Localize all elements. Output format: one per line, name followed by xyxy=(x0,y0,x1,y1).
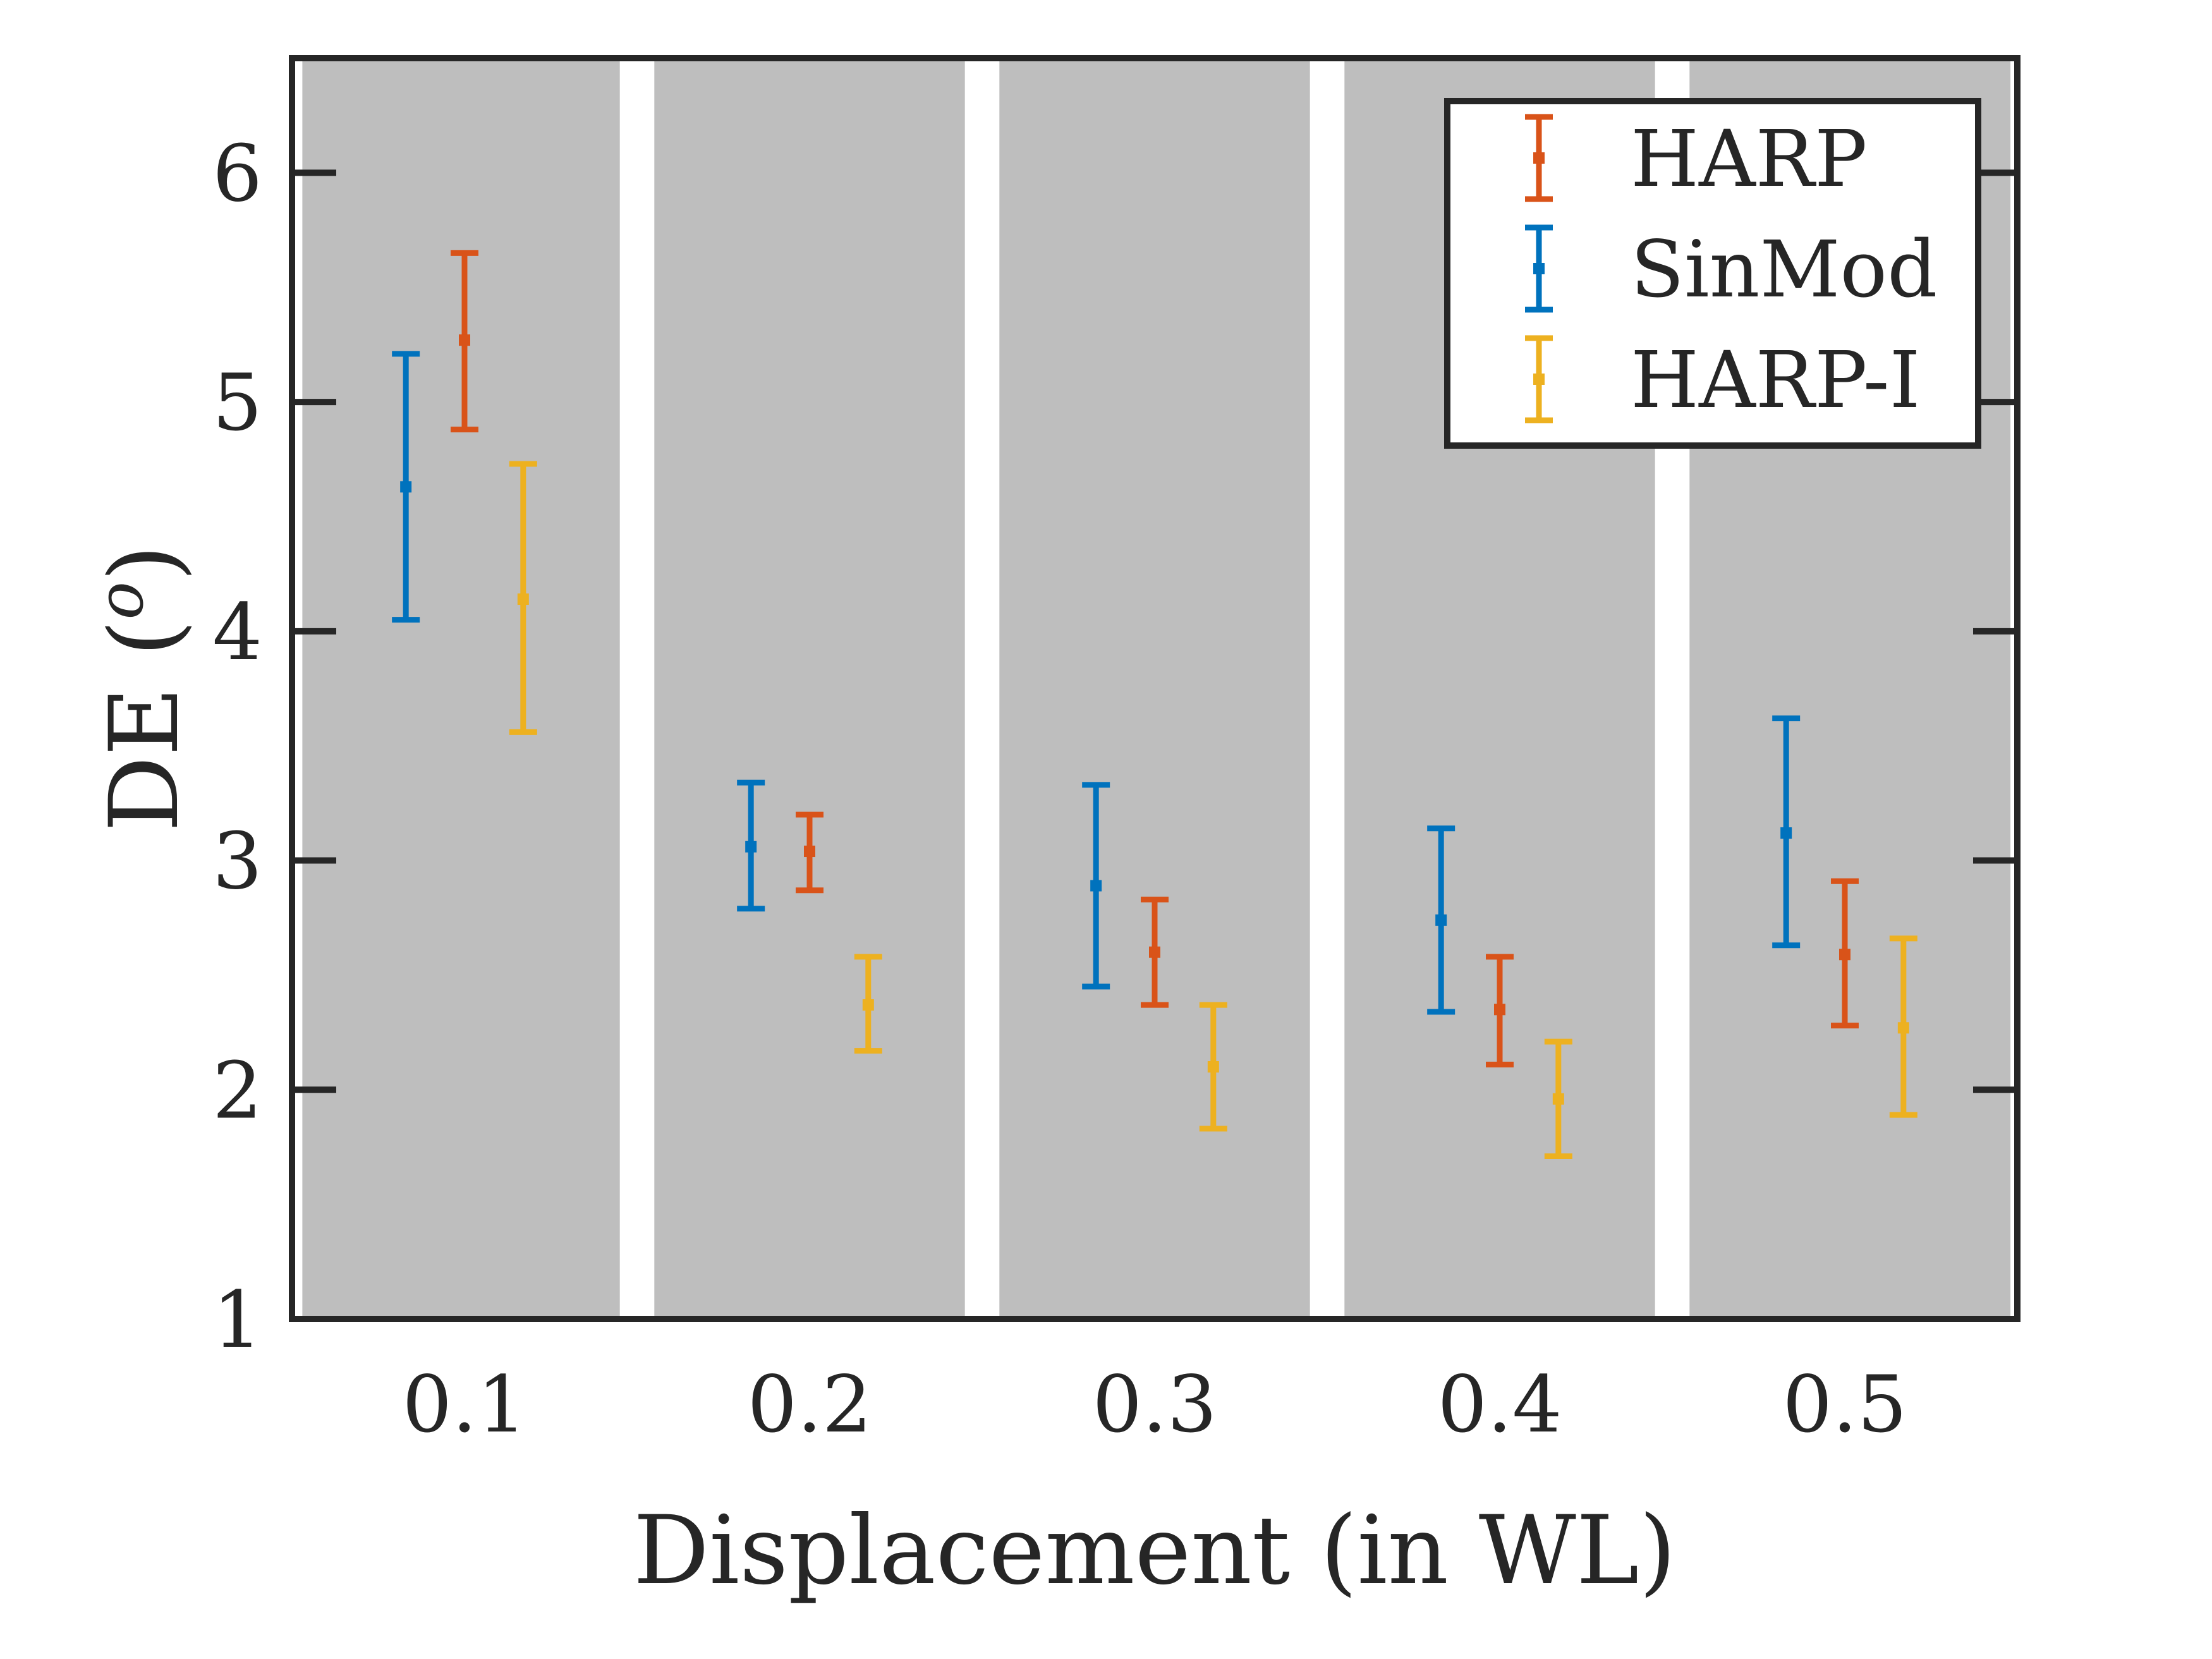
x-tick-label: 0.3 xyxy=(1092,1359,1217,1450)
x-axis: 0.1 0.2 0.3 0.4 0.5 xyxy=(402,1359,1907,1450)
data-point xyxy=(400,481,412,493)
y-axis-label-superscript: o xyxy=(83,581,157,619)
data-point xyxy=(1780,827,1792,839)
errorbar-sinmod-5 xyxy=(1772,715,1801,949)
legend-symbol xyxy=(1525,224,1553,313)
errorbar-harp-i-2 xyxy=(854,954,882,1054)
x-tick-label: 0.2 xyxy=(747,1359,872,1450)
errorbar-harp-3 xyxy=(1141,896,1169,1008)
x-axis-label: Displacement (in WL) xyxy=(633,1496,1676,1606)
legend: HARP SinMod HARP-I xyxy=(1444,98,1981,449)
data-point xyxy=(804,846,815,858)
legend-symbol xyxy=(1525,335,1553,423)
errorbar-sinmod-2 xyxy=(737,779,765,912)
data-point xyxy=(517,593,529,605)
y-axis: 1 2 3 4 5 6 xyxy=(212,128,2017,1366)
legend-entry-harp-i: HARP-I xyxy=(1525,335,1921,426)
data-point xyxy=(1435,914,1447,926)
errorbar-harp-i-1 xyxy=(509,461,537,735)
data-point xyxy=(1552,1093,1564,1105)
data-point xyxy=(1149,946,1160,958)
series-layer xyxy=(392,250,1917,1159)
errorbar-sinmod-1 xyxy=(392,351,420,623)
y-axis-label: DE (o) xyxy=(83,545,200,832)
legend-entry-sinmod: SinMod xyxy=(1525,224,1937,315)
legend-entry-harp: HARP xyxy=(1525,114,1867,205)
y-tick-label: 5 xyxy=(212,358,262,449)
x-tick-label: 0.1 xyxy=(402,1359,526,1450)
errorbar-harp-i-4 xyxy=(1544,1038,1572,1159)
errorbar-harp-5 xyxy=(1831,878,1859,1029)
y-tick-label: 2 xyxy=(212,1045,262,1136)
data-point xyxy=(459,334,470,346)
legend-label: HARP-I xyxy=(1631,335,1921,426)
y-tick-label: 1 xyxy=(212,1275,262,1366)
background-band-1 xyxy=(302,58,620,1319)
legend-symbol xyxy=(1525,114,1553,202)
background-band-2 xyxy=(654,58,965,1319)
x-tick-label: 0.5 xyxy=(1782,1359,1907,1450)
y-tick-label: 3 xyxy=(212,817,262,908)
plot-area-frame xyxy=(289,55,2021,1322)
errorbar-harp-2 xyxy=(796,811,823,894)
data-point xyxy=(745,841,757,853)
y-tick-label: 6 xyxy=(212,128,262,219)
data-point xyxy=(1090,880,1102,892)
errorbar-harp-i-3 xyxy=(1199,1002,1227,1132)
data-point xyxy=(862,999,874,1011)
legend-label: HARP xyxy=(1631,114,1867,205)
errorbar-sinmod-4 xyxy=(1427,825,1455,1015)
data-point xyxy=(1494,1004,1505,1016)
errorbar-sinmod-3 xyxy=(1082,782,1110,990)
data-point xyxy=(1207,1061,1219,1073)
series-sinmod xyxy=(392,351,1801,1015)
legend-label: SinMod xyxy=(1631,224,1937,315)
data-point xyxy=(1897,1022,1909,1034)
y-axis-label-close: ) xyxy=(90,545,200,582)
errorbar-harp-i-5 xyxy=(1889,935,1917,1118)
errorbar-harp-4 xyxy=(1486,954,1514,1067)
data-point xyxy=(1839,949,1850,961)
background-bands xyxy=(302,58,2011,1319)
x-tick-label: 0.4 xyxy=(1437,1359,1562,1450)
series-harp xyxy=(451,250,1859,1067)
background-band-3 xyxy=(999,58,1310,1319)
y-axis-label-main: DE ( xyxy=(90,619,200,832)
errorbar-harp-1 xyxy=(451,250,478,433)
y-tick-label: 4 xyxy=(212,587,262,678)
series-harp-i xyxy=(509,461,1917,1159)
